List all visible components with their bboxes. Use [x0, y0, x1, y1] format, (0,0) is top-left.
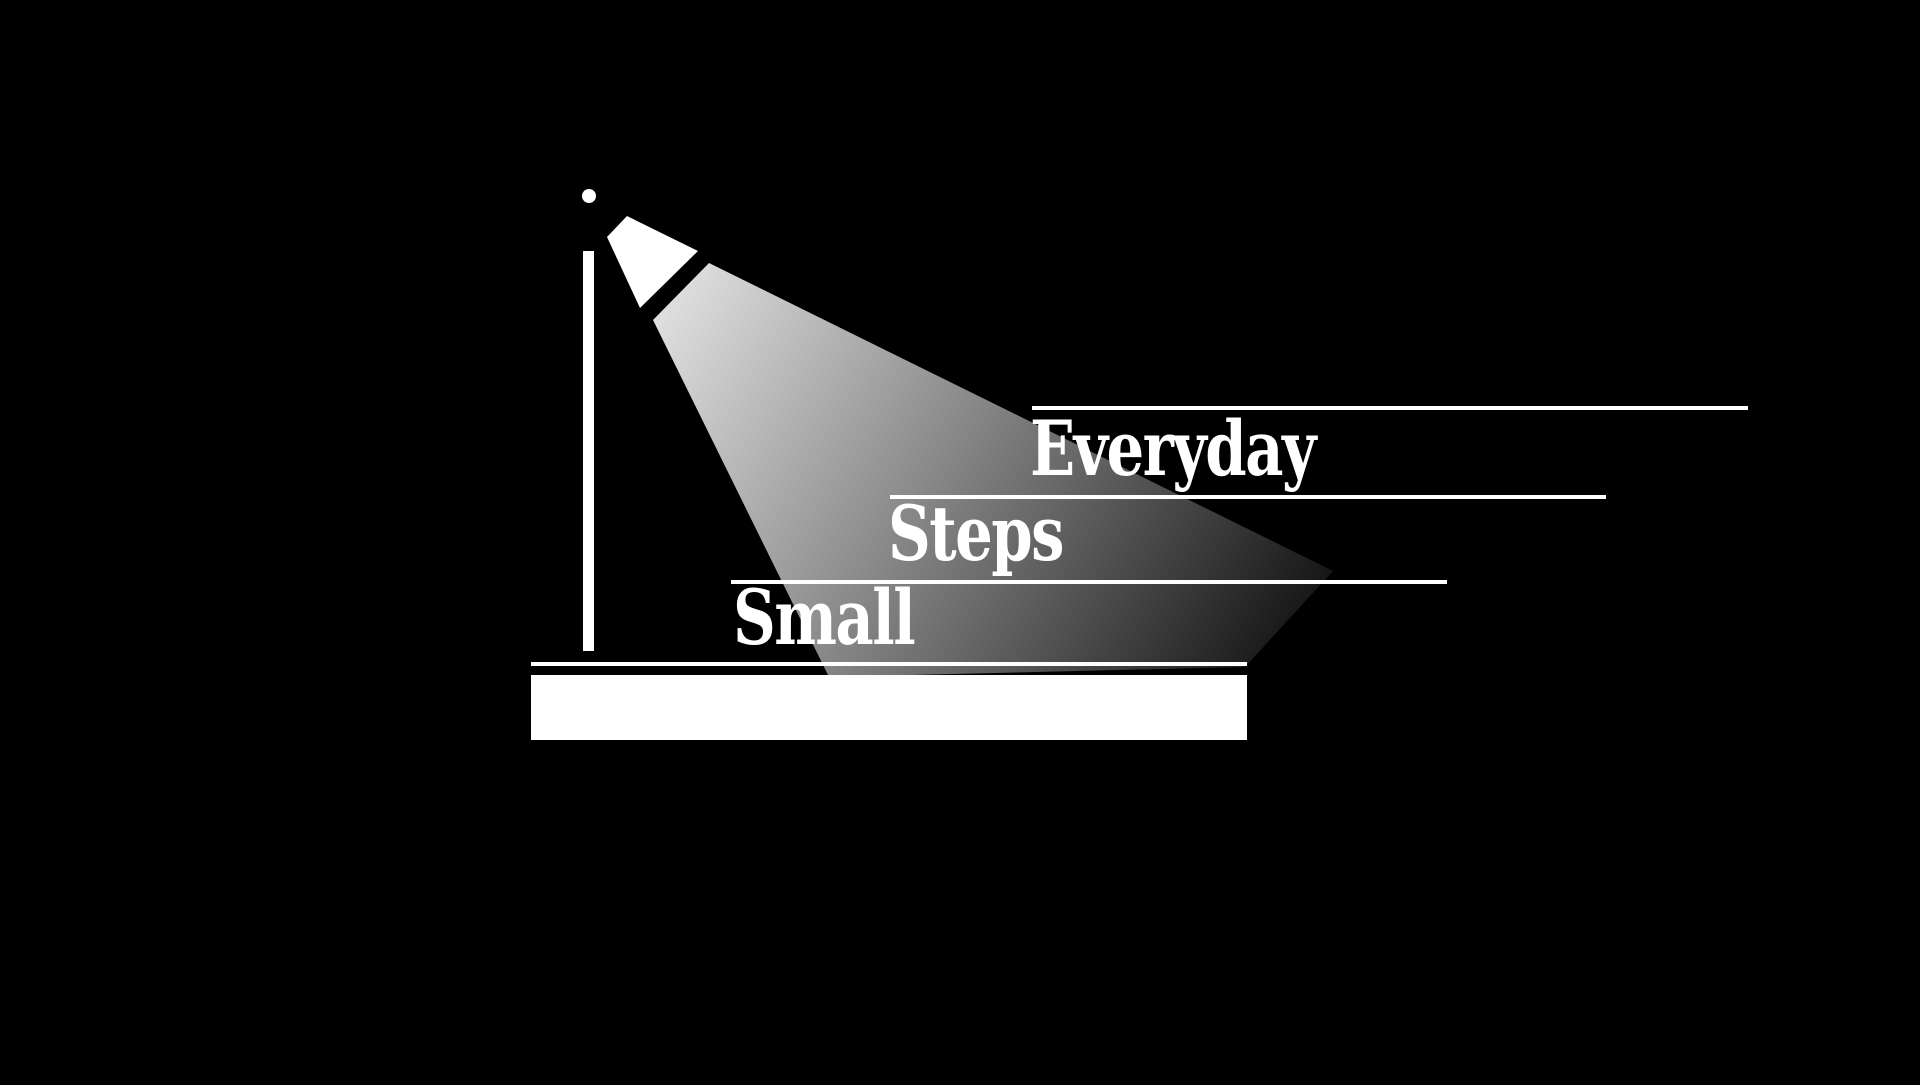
step-line-middle	[890, 495, 1606, 499]
lamp-pole	[583, 251, 594, 651]
base-line	[531, 662, 1247, 666]
step-label-small: Small	[733, 573, 916, 662]
base-block	[531, 675, 1247, 740]
lamp-knob	[582, 189, 596, 203]
step-line-top	[1032, 406, 1748, 410]
light-beam	[653, 263, 1333, 677]
step-label-steps: Steps	[888, 489, 1065, 578]
step-line-bottom	[731, 580, 1447, 584]
step-label-everyday: Everyday	[1030, 404, 1316, 493]
lamp-head	[607, 216, 698, 308]
